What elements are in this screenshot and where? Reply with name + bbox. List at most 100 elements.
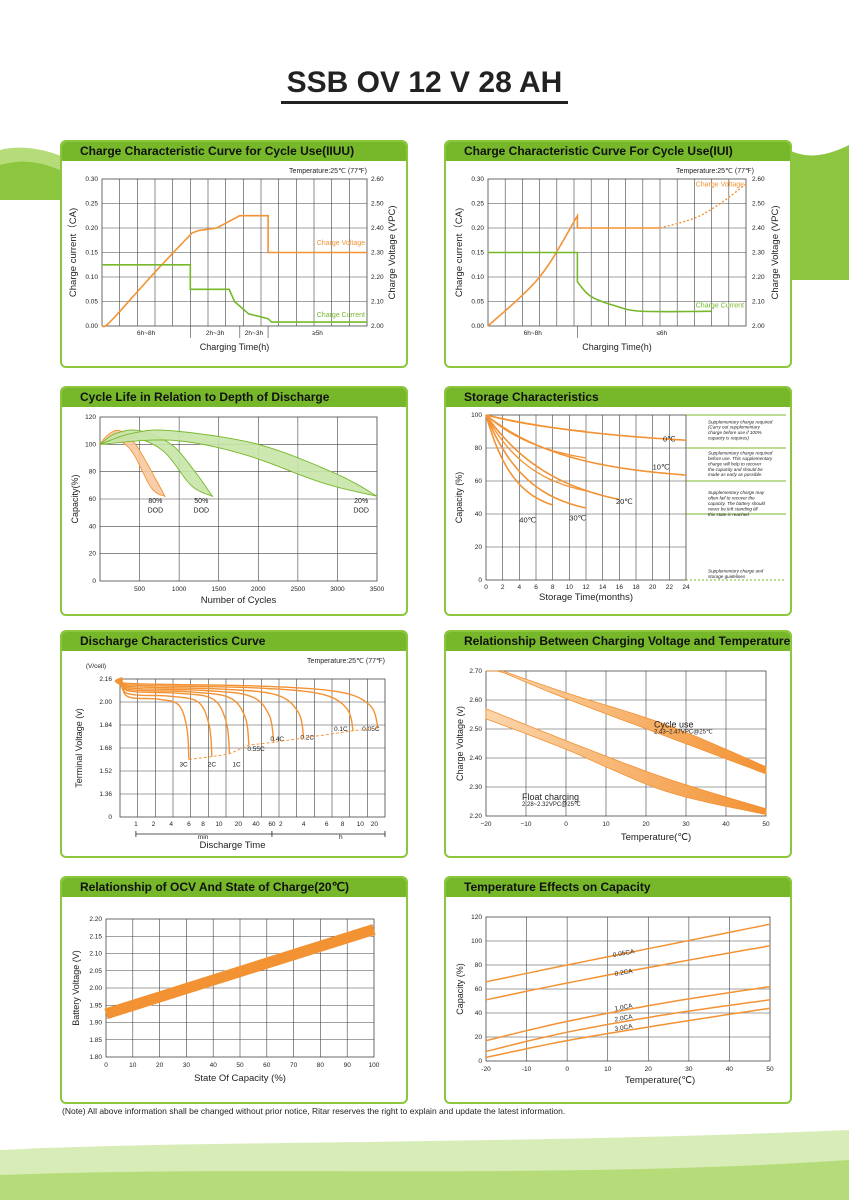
y-tick-label: 2.30 (469, 784, 482, 791)
panel-iiuu: Charge Characteristic Curve for Cycle Us… (60, 140, 408, 368)
panel-voltemp: Relationship Between Charging Voltage an… (444, 630, 792, 858)
y-tick-label: 100 (471, 412, 482, 419)
dod-label: DOD (353, 508, 369, 515)
y-tick-label: 1.95 (89, 1002, 102, 1009)
x-tick-label: 2 (279, 821, 283, 828)
y2-tick-label: 2.40 (371, 225, 384, 232)
x-tick-label: 8 (341, 821, 345, 828)
storage-curve (485, 414, 620, 501)
x-tick-label: -20 (481, 1066, 491, 1073)
x-tick-label: 1000 (172, 586, 187, 593)
y2-tick-label: 2.20 (752, 274, 765, 281)
chart-title: Relationship of OCV And State of Charge(… (80, 880, 350, 894)
y-tick-label: 0.05 (85, 299, 98, 306)
x-tick-label: 500 (134, 586, 145, 593)
x-group-label: h (339, 834, 343, 841)
dod-label: 20% (354, 498, 368, 505)
legend-charge-voltage: Charge Voltage (317, 240, 365, 247)
y-tick-label: 1.84 (99, 722, 112, 729)
x-tick-label: 50 (762, 821, 770, 828)
discharge-curve-label: 0.4C (270, 736, 284, 743)
x-tick-label: 6 (325, 821, 329, 828)
storage-curve-label: 40℃ (519, 515, 536, 524)
footnote: (Note) All above information shall be ch… (62, 1106, 566, 1116)
y-axis-label: Charge Voltage (v) (455, 706, 465, 781)
x-tick-label: 50 (766, 1066, 774, 1073)
charge-current-line (488, 251, 712, 313)
x-axis-label: Number of Cycles (201, 595, 277, 606)
voltage-band-1 (486, 670, 767, 775)
y-tick-label: 60 (89, 496, 97, 503)
grass-decoration-left (0, 147, 70, 200)
x-tick-label: 0 (565, 1066, 569, 1073)
discharge-curve-label: 3C (179, 762, 188, 769)
chart-title: Relationship Between Charging Voltage an… (464, 634, 791, 648)
chart-title: Storage Characteristics (464, 390, 599, 404)
x-segment-label: 6h~8h (524, 330, 543, 337)
x-tick-label: 4 (518, 584, 522, 591)
y-axis-label: Charge current（CA) (453, 208, 465, 297)
chart-title: Charge Characteristic Curve for Cycle Us… (80, 144, 355, 158)
chart-cycle: 0 20 40 60 80 100 120 500 1000 1500 2000 2500 3000 35… (70, 414, 385, 606)
chart-title: Cycle Life in Relation to Depth of Disch… (80, 390, 330, 404)
y-tick-label: 0 (92, 578, 96, 585)
x-tick-label: 40 (252, 821, 260, 828)
y-tick-label: 2.15 (89, 933, 102, 940)
storage-curve (485, 414, 687, 476)
band-sublabel: 2.43~2.47VPC@25℃ (654, 729, 713, 735)
panel-tempcap: Temperature Effects on Capacity 0 20 40 60 8… (444, 876, 792, 1104)
x-tick-label: 4 (302, 821, 306, 828)
y-axis-label: Battery Voltage (V) (71, 950, 81, 1026)
capacity-curve-label: 2.0CA (614, 1013, 634, 1023)
y-axis-label: Capacity(%) (70, 474, 80, 523)
x-tick-label: 8 (551, 584, 555, 591)
chart-discharge: Temperature:25℃ (77℉) (V/cell) 0 1.36 1.52 1.… (74, 658, 386, 851)
y-tick-label: 0.10 (85, 274, 98, 281)
y-tick-label: 40 (89, 523, 97, 530)
chart-title: Charge Characteristic Curve For Cycle Us… (464, 144, 733, 158)
x-tick-label: 60 (263, 1062, 271, 1069)
discharge-curve (114, 677, 379, 729)
y-tick-label: 2.10 (89, 951, 102, 958)
panel-storage: Storage Characteristics 0 20 40 60 80 100 0 2 4 6… (444, 386, 792, 616)
capacity-curve (485, 985, 771, 1042)
capacity-curve (485, 1007, 771, 1059)
discharge-curve (121, 677, 213, 757)
chart-tempcap: 0 20 40 60 80 100 120 -20 -10 0 10 20 30 40 50 Capacity… (455, 914, 774, 1086)
discharge-curve-label: 0.05C (362, 726, 380, 733)
discharge-curve-label: 1C (232, 762, 241, 769)
charge-current-line (102, 264, 367, 323)
x-axis-label: Charging Time(h) (582, 342, 652, 352)
y-axis-label: Capacity (%) (454, 472, 464, 524)
x-tick-label: 18 (632, 584, 640, 591)
y-tick-label: 80 (89, 469, 97, 476)
discharge-curve (121, 677, 190, 760)
x-tick-label: 10 (602, 821, 610, 828)
capacity-curve-label: 0.2CA (614, 968, 634, 978)
y-tick-label: 0 (478, 577, 482, 584)
y-tick-label: 2.70 (469, 668, 482, 675)
storage-note: Supplementary charge and storage guidelin… (708, 569, 764, 579)
x-tick-label: 30 (682, 821, 690, 828)
storage-note: Supplementary charge may often fail to re… (708, 490, 766, 517)
panel-ocv: Relationship of OCV And State of Charge(… (60, 876, 408, 1104)
plot-frame (485, 670, 767, 817)
band-sublabel: 2.28~2.32VPC@25℃ (522, 802, 581, 808)
x-tick-label: 20 (156, 1062, 164, 1069)
y2-tick-label: 2.30 (371, 250, 384, 257)
discharge-curve-label: 0.1C (334, 726, 348, 733)
cutoff-dashed-line (188, 727, 378, 760)
y-tick-label: 120 (471, 914, 482, 921)
y-tick-label: 0.00 (471, 323, 484, 330)
y-tick-label: 1.90 (89, 1020, 102, 1027)
y-tick-label: 40 (475, 1010, 483, 1017)
y2-tick-label: 2.30 (752, 250, 765, 257)
y-tick-label: 0.30 (471, 176, 484, 183)
discharge-curve-label: 2C (208, 762, 217, 769)
x-tick-label: 12 (582, 584, 590, 591)
storage-curve-label: 30℃ (569, 514, 586, 523)
y-tick-label: 1.52 (99, 768, 112, 775)
discharge-curve-label: 0.2C (300, 734, 314, 741)
x-segment-label: 2h~3h (206, 330, 225, 337)
